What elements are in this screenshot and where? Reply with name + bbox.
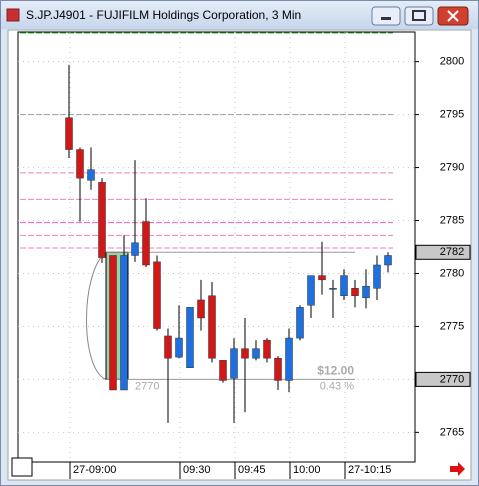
y-tick-label: 2765 — [440, 426, 464, 438]
app-icon — [6, 8, 20, 22]
y-tick-label: 2800 — [440, 56, 464, 68]
window-title: S.JP.J4901 - FUJIFILM Holdings Corporati… — [26, 8, 301, 22]
candle-body — [98, 182, 106, 258]
price-marker-label: 2782 — [440, 246, 464, 258]
candle-body — [296, 307, 304, 339]
minimize-button[interactable] — [371, 6, 401, 26]
candle-body — [351, 288, 359, 296]
plot-area — [17, 31, 416, 463]
price-marker — [415, 371, 471, 387]
x-tick-label: 09:45 — [238, 464, 266, 476]
candle-body — [153, 261, 161, 329]
measure-curve — [86, 251, 107, 380]
candle-body — [65, 117, 73, 150]
candle-body — [307, 275, 315, 306]
x-tick-label: 27-10:15 — [348, 464, 391, 476]
corner-box[interactable] — [11, 457, 33, 477]
measure-label: $12.00 — [317, 364, 354, 378]
maximize-icon — [412, 10, 426, 21]
candle-body — [362, 285, 370, 299]
x-tick-label: 09:30 — [183, 464, 211, 476]
minimize-icon — [381, 17, 391, 20]
candle-body — [340, 275, 348, 296]
candle-body — [230, 348, 238, 379]
y-tick-label: 2780 — [440, 267, 464, 279]
candle-body — [164, 335, 172, 359]
y-tick-label: 2775 — [440, 320, 464, 332]
candle-body — [87, 169, 95, 181]
y-tick-label: 2785 — [440, 214, 464, 226]
maximize-button[interactable] — [404, 6, 434, 26]
y-tick-label: 2795 — [440, 109, 464, 121]
candle-body — [76, 149, 84, 179]
y-tick-label: 2790 — [440, 161, 464, 173]
candle-body — [120, 255, 128, 391]
candle-body — [175, 337, 183, 358]
candle-body — [219, 360, 227, 381]
candle-body — [384, 255, 392, 266]
measure-percent: 0.43 % — [320, 380, 354, 392]
candle-body — [197, 299, 205, 319]
price-marker-label: 2770 — [440, 373, 464, 385]
candle-body — [208, 295, 216, 359]
candle-body — [142, 221, 150, 266]
candle-body — [329, 288, 337, 290]
x-tick-label: 10:00 — [293, 464, 321, 476]
candle-body — [186, 307, 194, 368]
candle-body — [285, 337, 293, 381]
scroll-arrow[interactable] — [450, 462, 465, 476]
candle-body — [109, 255, 117, 391]
candle-body — [318, 275, 326, 281]
price-marker — [415, 244, 471, 260]
candle-body — [263, 339, 271, 359]
close-icon — [447, 10, 459, 22]
candle-body — [131, 242, 139, 256]
candle-body — [373, 264, 381, 289]
candle-body — [241, 348, 249, 359]
candle-body — [252, 348, 260, 359]
x-tick-label: 27-09:00 — [73, 464, 116, 476]
measure-start-label: 2770 — [135, 380, 159, 392]
candle-body — [274, 357, 282, 381]
